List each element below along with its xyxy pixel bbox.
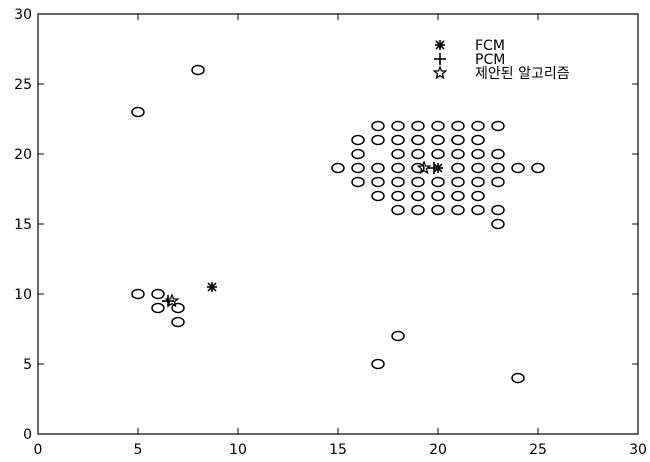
x-tick-label: 20 (429, 442, 447, 458)
diamond-point (511, 372, 525, 384)
diamond-point (451, 190, 465, 202)
legend-label: PCM (475, 52, 505, 68)
diamond-point (471, 120, 485, 132)
diamond-point (371, 176, 385, 188)
diamond-point (491, 218, 505, 230)
diamond-point (191, 64, 205, 76)
diamond-point (411, 148, 425, 160)
data-points (131, 64, 545, 384)
legend-star-marker (432, 65, 448, 80)
diamond-point (411, 120, 425, 132)
diamond-point (531, 162, 545, 174)
diamond-point (511, 162, 525, 174)
y-tick-label: 25 (14, 77, 32, 93)
diamond-point (151, 302, 165, 314)
diamond-point (411, 176, 425, 188)
y-tick-label: 15 (14, 217, 32, 233)
diamond-point (371, 358, 385, 370)
diamond-point (371, 120, 385, 132)
y-tick-label: 0 (23, 427, 32, 443)
diamond-point (351, 148, 365, 160)
diamond-point (471, 162, 485, 174)
diamond-point (471, 134, 485, 146)
diamond-point (391, 120, 405, 132)
legend-plus-marker (434, 53, 446, 65)
diamond-point (451, 176, 465, 188)
legend-asterisk-marker (435, 40, 445, 50)
x-tick-label: 25 (529, 442, 547, 458)
diamond-point (351, 134, 365, 146)
diamond-point (391, 330, 405, 342)
diamond-point (451, 162, 465, 174)
diamond-point (451, 204, 465, 216)
legend-label: 제안된 알고리즘 (475, 66, 570, 82)
diamond-point (471, 190, 485, 202)
diamond-point (331, 162, 345, 174)
diamond-point (131, 106, 145, 118)
diamond-point (351, 176, 365, 188)
diamond-point (391, 204, 405, 216)
diamond-point (391, 190, 405, 202)
diamond-point (431, 120, 445, 132)
legend-label: FCM (475, 38, 505, 54)
diamond-point (371, 162, 385, 174)
x-tick-label: 0 (34, 442, 43, 458)
diamond-point (491, 148, 505, 160)
x-tick-label: 10 (229, 442, 247, 458)
asterisk-point (207, 282, 217, 292)
diamond-point (171, 316, 185, 328)
diamond-point (431, 176, 445, 188)
diamond-point (391, 134, 405, 146)
plus-point (428, 162, 440, 174)
diamond-point (431, 190, 445, 202)
y-tick-label: 10 (14, 287, 32, 303)
diamond-point (471, 176, 485, 188)
diamond-point (391, 148, 405, 160)
y-tick-label: 30 (14, 7, 32, 23)
diamond-point (471, 148, 485, 160)
diamond-point (391, 176, 405, 188)
y-tick-label: 5 (23, 357, 32, 373)
diamond-point (491, 120, 505, 132)
star-point (164, 293, 180, 308)
diamond-point (451, 134, 465, 146)
x-tick-label: 5 (134, 442, 143, 458)
y-tick-label: 20 (14, 147, 32, 163)
diamond-point (471, 204, 485, 216)
diamond-point (411, 190, 425, 202)
diamond-point (371, 134, 385, 146)
diamond-point (371, 190, 385, 202)
diamond-point (411, 204, 425, 216)
axis-ticks (37, 13, 639, 435)
diamond-point (451, 120, 465, 132)
star-point (416, 160, 432, 175)
x-tick-label: 30 (629, 442, 647, 458)
diamond-point (411, 134, 425, 146)
diamond-point (391, 162, 405, 174)
diamond-point (151, 288, 165, 300)
diamond-point (431, 134, 445, 146)
diamond-point (351, 162, 365, 174)
diamond-point (491, 204, 505, 216)
diamond-point (491, 176, 505, 188)
x-tick-label: 15 (329, 442, 347, 458)
diamond-point (431, 148, 445, 160)
diamond-point (491, 162, 505, 174)
diamond-point (451, 148, 465, 160)
diamond-point (131, 288, 145, 300)
diamond-point (431, 204, 445, 216)
axis-tick-labels: 0 5 10 15 20 25 30 0 5 10 15 20 25 30 (14, 7, 647, 458)
